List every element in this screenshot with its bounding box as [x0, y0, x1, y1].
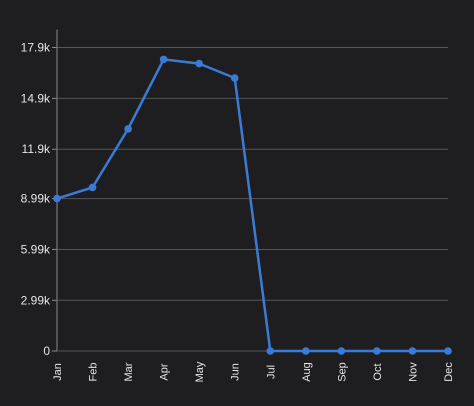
x-tick-label: Feb — [88, 363, 100, 382]
y-tick-label: 8.99k — [21, 192, 51, 206]
series-line — [56, 58, 448, 353]
x-tick-label: Sep — [336, 362, 348, 382]
x-tick-label: Mar — [123, 362, 135, 381]
data-point[interactable] — [53, 194, 61, 203]
y-tick-label: 11.9k — [22, 142, 51, 156]
data-point[interactable] — [159, 55, 168, 64]
data-point[interactable] — [266, 347, 275, 355]
y-tick-label: 2.99k — [21, 293, 51, 307]
data-point[interactable] — [302, 347, 310, 355]
x-tick-label: Jun — [230, 363, 242, 381]
data-point[interactable] — [337, 347, 346, 355]
y-tick-label: 5.99k — [21, 242, 51, 256]
x-tick-label: Nov — [407, 362, 419, 382]
data-point[interactable] — [408, 347, 417, 355]
x-tick-label: Apr — [159, 363, 171, 380]
grid-layer — [52, 29, 448, 352]
data-point[interactable] — [230, 74, 239, 82]
x-axis-ticks: Jan Feb Mar Apr May Jun Jul Aug Sep Oct Nov Dec — [52, 361, 455, 382]
data-point[interactable] — [195, 59, 203, 68]
series-layer — [53, 55, 452, 355]
y-tick-label: 0 — [43, 344, 50, 358]
x-tick-label: Jul — [265, 365, 277, 379]
y-tick-label: 14.9k — [21, 91, 51, 105]
data-point[interactable] — [373, 347, 381, 355]
x-tick-label: Oct — [372, 363, 384, 380]
y-tick-label: 17.9k — [21, 41, 51, 55]
data-point[interactable] — [124, 125, 132, 133]
y-axis-ticks: 0 2.99k 5.99k 8.99k 11.9k 14.9k 17.9k — [21, 41, 51, 359]
x-tick-label: Aug — [301, 362, 313, 382]
x-tick-label: Dec — [443, 362, 455, 382]
x-tick-label: Jan — [52, 363, 64, 381]
x-tick-label: May — [194, 361, 206, 382]
data-point[interactable] — [444, 347, 452, 355]
data-point[interactable] — [88, 183, 97, 192]
